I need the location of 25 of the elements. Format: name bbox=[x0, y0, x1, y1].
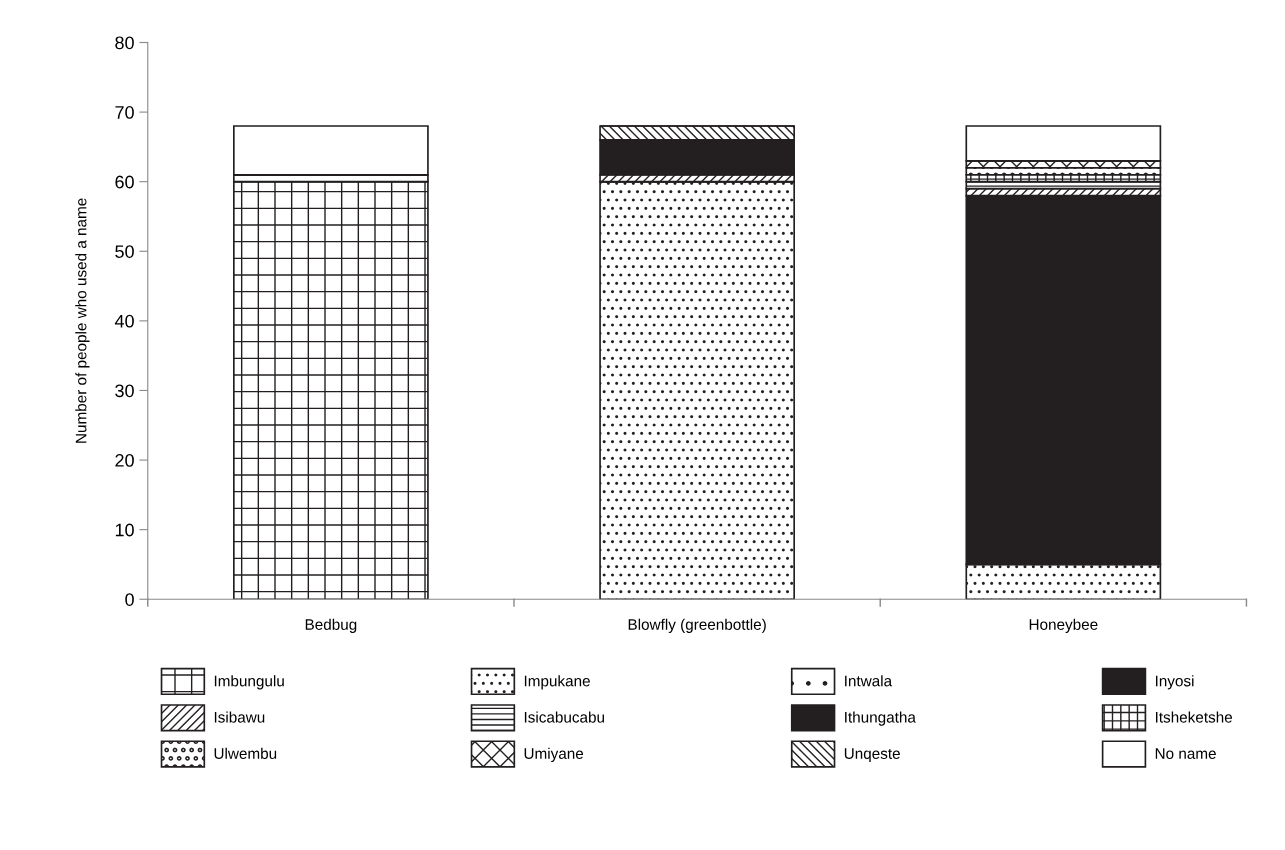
legend-label: Ithungatha bbox=[845, 711, 916, 726]
y-tick-label: 60 bbox=[115, 175, 134, 189]
y-tick-label: 40 bbox=[114, 314, 134, 328]
legend-label: Umiyane bbox=[524, 747, 584, 762]
y-tick-label: 80 bbox=[115, 36, 134, 50]
y-tick-label: 0 bbox=[125, 593, 134, 606]
y-tick-label: 70 bbox=[115, 106, 134, 119]
y-tick-label: 10 bbox=[115, 523, 134, 537]
legend-label: Itsheketshe bbox=[1155, 711, 1233, 723]
y-tick-label: 50 bbox=[115, 245, 134, 258]
legend-label: Inyosi bbox=[1155, 675, 1194, 690]
legend-label: No name bbox=[1155, 748, 1216, 759]
x-tick-label: Honeybee bbox=[1029, 618, 1098, 633]
legend-label: Isicabucabu bbox=[524, 711, 605, 723]
legend-label: Intwala bbox=[845, 675, 893, 687]
legend-label: Impukane bbox=[524, 675, 590, 690]
y-axis-title: Number of people who used a name bbox=[75, 198, 90, 443]
y-tick-label: 30 bbox=[115, 384, 134, 398]
x-tick-label: Blowfly (greenbottle) bbox=[628, 618, 766, 633]
x-tick-label: Bedbug bbox=[305, 618, 357, 633]
legend-label: Unqeste bbox=[844, 748, 900, 762]
legend-label: Isibawu bbox=[214, 711, 265, 723]
y-tick-label: 20 bbox=[115, 454, 134, 467]
legend-label: Imbungulu bbox=[214, 675, 284, 690]
legend-label: Ulwembu bbox=[214, 747, 277, 759]
